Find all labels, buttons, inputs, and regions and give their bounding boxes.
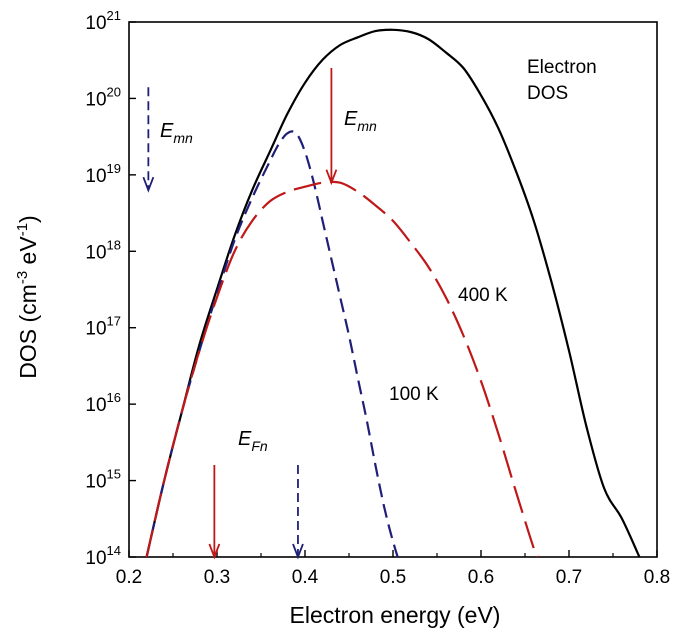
y-axis-title-mid: eV [15, 236, 41, 271]
efn-label: EFn [238, 428, 268, 454]
electron-dos-label-line1: Electron [527, 57, 597, 78]
plot-area-border [128, 21, 658, 558]
x-axis-title: Electron energy (eV) [290, 602, 501, 628]
x-tick-label: 0.7 [556, 567, 582, 588]
x-tick-label: 0.2 [116, 567, 142, 588]
efn-e: E [238, 428, 252, 450]
emn-left-e: E [160, 120, 174, 142]
y-tick-label: 1019 [85, 161, 121, 187]
y-axis-ticks: 1014 1015 1016 1017 1018 1019 1020 1021 [85, 8, 136, 569]
arrow-blue-bottom [292, 464, 304, 560]
x-tick-label: 0.4 [292, 567, 319, 588]
series-line-t100 [145, 130, 399, 557]
arrow-red-bottom [208, 464, 221, 560]
y-tick-label: 1017 [85, 314, 121, 340]
emn-label-right: Emn [344, 108, 377, 134]
x-tick-label: 0.6 [468, 567, 494, 588]
series-layer [145, 28, 641, 557]
label-400k: 400 K [458, 285, 508, 306]
y-axis-title-base: DOS (cm [15, 284, 41, 379]
y-tick-label: 1021 [85, 8, 121, 34]
y-tick-label: 1015 [85, 467, 121, 493]
arrow-red-top [325, 68, 338, 186]
label-100k: 100 K [389, 384, 439, 405]
x-tick-label: 0.3 [204, 567, 230, 588]
x-axis-ticks: 0.2 0.3 0.4 0.5 0.6 0.7 0.8 [116, 550, 670, 588]
y-tick-label: 1014 [85, 543, 121, 569]
arrow-blue-left [142, 87, 155, 193]
arrow-layer [142, 68, 338, 560]
efn-sub: Fn [251, 438, 268, 454]
electron-dos-label-line2: DOS [527, 83, 568, 104]
emn-right-e: E [344, 108, 358, 130]
series-line-t400 [145, 180, 540, 557]
y-tick-label: 1020 [85, 84, 121, 110]
plot-frame [128, 21, 658, 558]
y-axis-title: DOS (cm-3 eV-1) [14, 215, 41, 378]
x-tick-label: 0.5 [380, 567, 406, 588]
emn-right-sub: mn [357, 118, 377, 134]
y-tick-label: 1018 [85, 237, 121, 263]
emn-left-sub: mn [173, 130, 193, 146]
y-axis-title-exp1: -3 [14, 271, 31, 284]
y-axis-title-end: ) [15, 215, 41, 223]
x-tick-label: 0.8 [644, 567, 670, 588]
emn-label-left: Emn [160, 120, 193, 146]
y-tick-label: 1016 [85, 390, 121, 416]
series-line-dos [145, 28, 641, 557]
y-axis-title-exp2: -1 [14, 223, 31, 236]
